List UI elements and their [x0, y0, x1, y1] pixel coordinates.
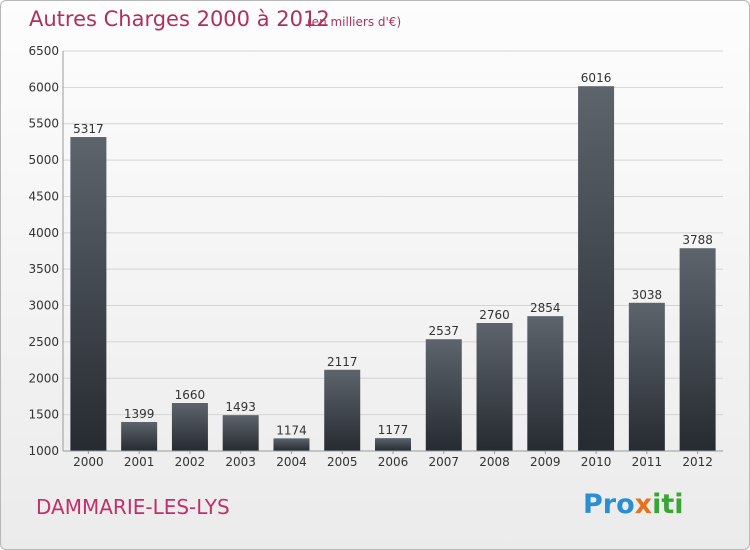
- x-tick-label: 2003: [225, 455, 256, 469]
- bar-value-label: 1493: [225, 400, 256, 414]
- bar-2004: [273, 438, 310, 451]
- logo-part-3: iti: [652, 489, 684, 520]
- bar-2001: [121, 421, 158, 451]
- x-tick-label: 2001: [124, 455, 155, 469]
- x-tick-label: 2011: [632, 455, 663, 469]
- proxiti-logo[interactable]: Proxiti: [583, 489, 684, 520]
- x-tick-label: 2000: [73, 455, 104, 469]
- bar-value-label: 1399: [124, 407, 155, 421]
- y-tick-label: 4500: [28, 189, 59, 203]
- y-tick-label: 6000: [28, 80, 59, 94]
- axis-layer: 1000 1500 2000 2500 3000 3500 4000 4500 5000 5500…: [28, 44, 723, 469]
- y-tick-label: 2000: [28, 371, 59, 385]
- y-tick-label: 3000: [28, 299, 59, 313]
- bar-2011: [628, 302, 665, 451]
- town-name: DAMMARIE-LES-LYS: [36, 495, 230, 519]
- y-tick-label: 4000: [28, 226, 59, 240]
- y-tick-label: 6500: [28, 44, 59, 58]
- bar-value-label: 1660: [175, 388, 206, 402]
- label-layer: 5317 1399 1660 1493 1174 2117 1177 2537 2760 2854…: [73, 71, 713, 437]
- y-tick-label: 3500: [28, 262, 59, 276]
- y-tick-label: 5500: [28, 117, 59, 131]
- bar-2003: [222, 415, 259, 451]
- y-tick-label: 5000: [28, 153, 59, 167]
- bar-2008: [476, 323, 513, 451]
- bar-value-label: 2537: [428, 324, 459, 338]
- chart-subtitle: (en milliers d'€): [307, 15, 402, 29]
- y-tick-label: 1500: [28, 408, 59, 422]
- bar-2012: [679, 248, 716, 451]
- bar-value-label: 3038: [632, 288, 663, 302]
- bar-2007: [425, 339, 462, 451]
- bar-value-label: 5317: [73, 122, 104, 136]
- bar-value-label: 2854: [530, 301, 561, 315]
- y-tick-label: 1000: [28, 444, 59, 458]
- y-tick-label: 2500: [28, 335, 59, 349]
- chart-title: Autres Charges 2000 à 2012: [29, 7, 330, 31]
- bar-value-label: 1174: [276, 423, 307, 437]
- bar-2009: [527, 316, 564, 451]
- x-tick-label: 2005: [327, 455, 358, 469]
- bar-value-label: 1177: [378, 423, 409, 437]
- bar-2006: [375, 438, 411, 451]
- bar-layer: [70, 86, 716, 451]
- x-tick-label: 2012: [682, 455, 713, 469]
- bar-2002: [171, 403, 208, 451]
- x-tick-label: 2008: [479, 455, 510, 469]
- bar-2005: [324, 369, 361, 451]
- bar-value-label: 2117: [327, 355, 358, 369]
- x-tick-label: 2007: [428, 455, 459, 469]
- x-tick-label: 2002: [175, 455, 206, 469]
- bar-value-label: 3788: [682, 233, 713, 247]
- x-tick-label: 2010: [581, 455, 612, 469]
- x-tick-label: 2009: [530, 455, 561, 469]
- bar-2010: [578, 86, 615, 451]
- logo-part-1: Pro: [583, 489, 635, 520]
- bar-2000: [70, 137, 107, 451]
- logo-part-2: x: [634, 489, 653, 520]
- x-tick-label: 2004: [276, 455, 307, 469]
- bar-value-label: 2760: [479, 308, 510, 322]
- x-tick-label: 2006: [378, 455, 409, 469]
- bar-value-label: 6016: [581, 71, 612, 85]
- grid-layer: [63, 50, 723, 452]
